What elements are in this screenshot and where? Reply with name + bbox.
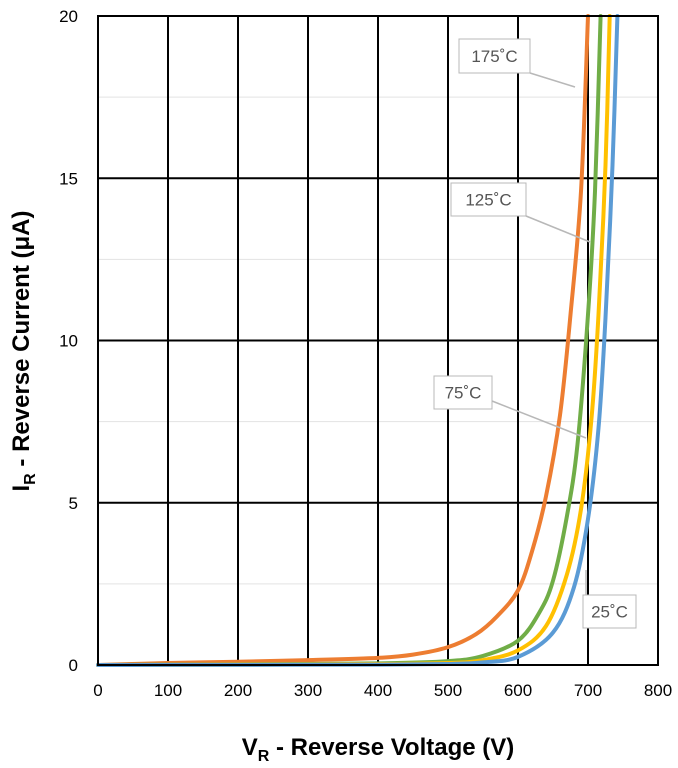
y-axis-title-rest: - Reverse Current (μA) <box>8 211 35 474</box>
x-tick-label-1: 100 <box>154 681 182 700</box>
series-line-0 <box>96 14 590 667</box>
x-axis-title-rest: - Reverse Voltage (V) <box>269 734 514 761</box>
x-tick-label-8: 800 <box>644 681 672 700</box>
series-callout-box-2 <box>433 375 493 410</box>
x-axis-title-main: V <box>242 734 258 761</box>
x-axis-title: VR - Reverse Voltage (V) <box>242 734 515 763</box>
x-axis-title-subscript: R <box>258 748 270 763</box>
series-callout-box-1 <box>450 182 527 217</box>
series-callout-box-0 <box>458 38 531 74</box>
series-callout-leader-2 <box>491 400 587 439</box>
y-axis-title-subscript: R <box>22 473 39 485</box>
y-tick-label-2: 10 <box>59 332 78 351</box>
series-callout-leader-0 <box>529 72 576 88</box>
y-axis-title-main: I <box>8 485 35 492</box>
series-callouts: 175˚C 125˚C 75˚C 25˚C <box>433 38 637 629</box>
x-tick-label-2: 200 <box>224 681 252 700</box>
series-label-0: 175˚C <box>471 47 517 66</box>
series-callout-box-3 <box>582 594 637 629</box>
x-tick-label-4: 400 <box>364 681 392 700</box>
x-tick-label-7: 700 <box>574 681 602 700</box>
y-tick-label-4: 20 <box>59 7 78 26</box>
plot-frame <box>97 15 659 666</box>
y-axis-title: IR - Reverse Current (μA) <box>8 211 39 492</box>
x-tick-label-0: 0 <box>93 681 102 700</box>
tick-labels: 0 100 200 300 400 500 600 700 800 0 5 10 15 20 <box>59 7 672 700</box>
y-tick-label-3: 15 <box>59 169 78 188</box>
series-label-3: 25˚C <box>591 603 628 622</box>
series-callout-leader-1 <box>525 215 591 243</box>
x-tick-label-6: 600 <box>504 681 532 700</box>
y-tick-label-0: 0 <box>69 656 78 675</box>
series-label-1: 125˚C <box>465 191 511 210</box>
series-label-2: 75˚C <box>445 384 482 403</box>
x-tick-label-3: 300 <box>294 681 322 700</box>
x-tick-label-5: 500 <box>434 681 462 700</box>
y-tick-label-1: 5 <box>69 494 78 513</box>
